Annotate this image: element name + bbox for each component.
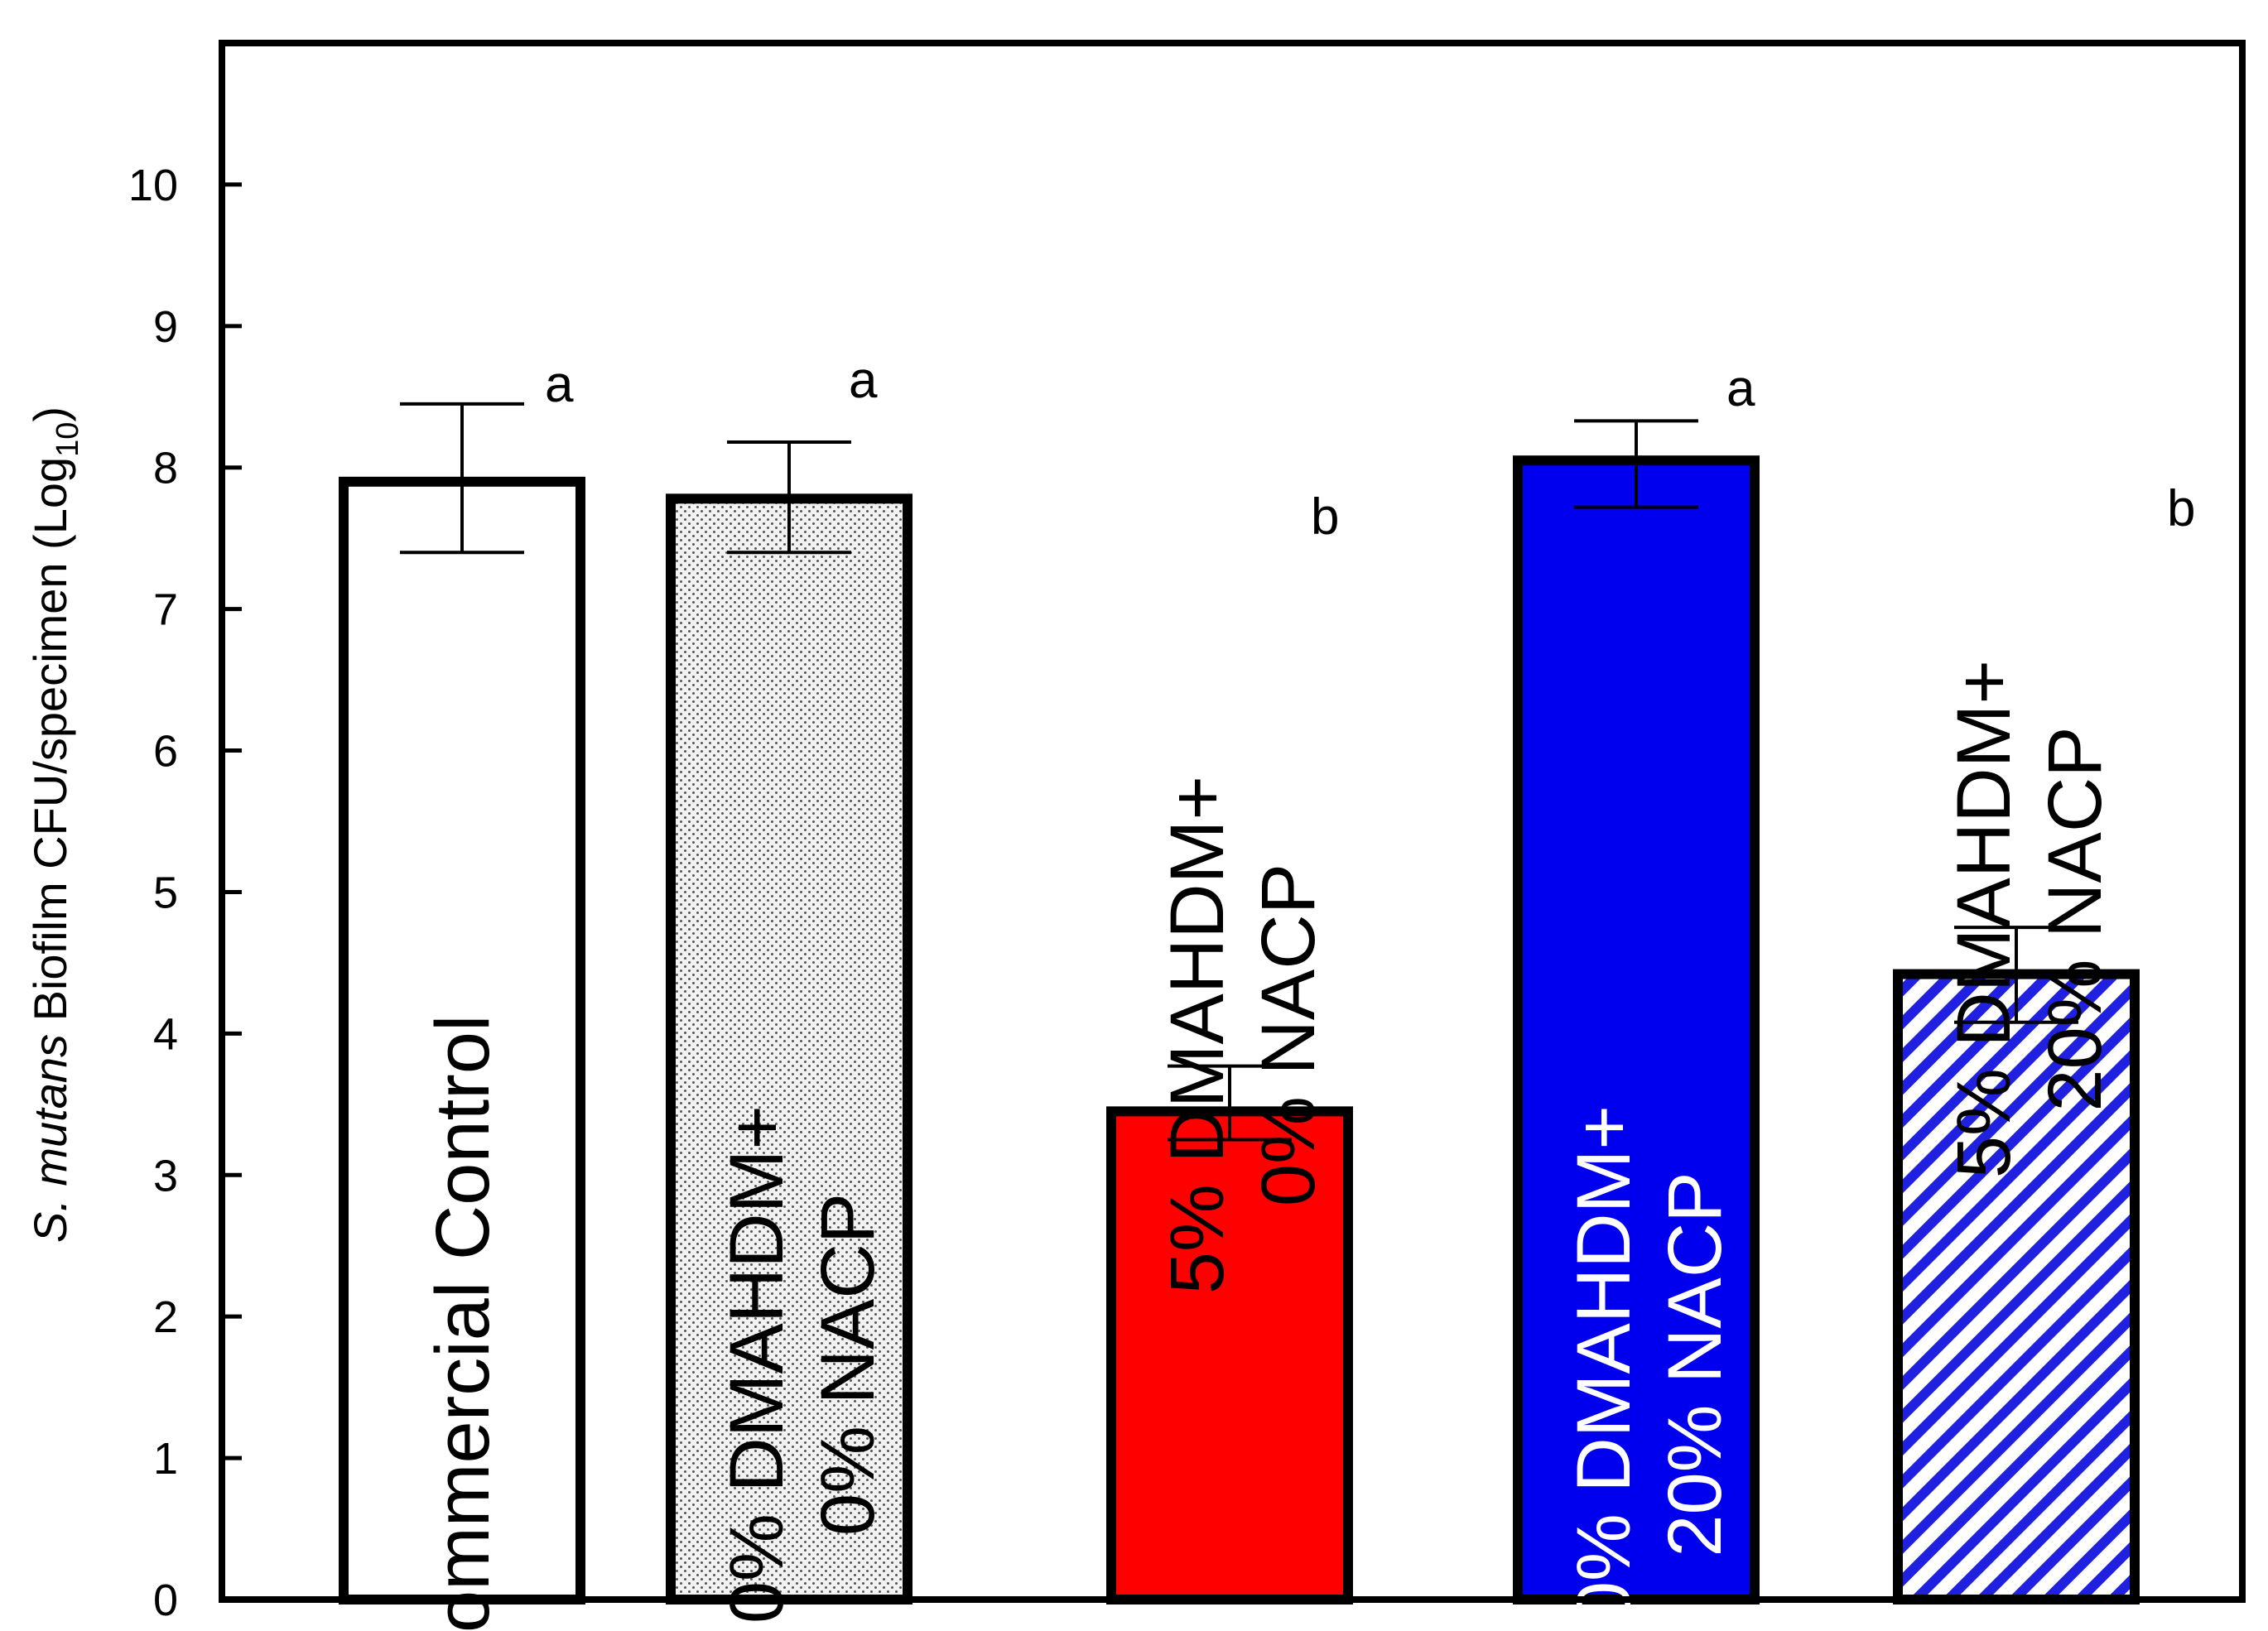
bar-label-1: Commercial Control (421, 1015, 505, 1631)
y-axis-label-subscript: 10 (51, 422, 85, 457)
significance-letters-layer: a a b a b (545, 352, 2195, 546)
bar-label-line: 20% NACP (2033, 726, 2117, 1111)
bar-label-2: 0% DMAHDM+0% NACP (715, 1105, 890, 1624)
bar-label-3: 5% DMAHDM+0% NACP (1155, 776, 1331, 1294)
plot-frame (219, 40, 2246, 1603)
significance-letter-5: b (2167, 480, 2195, 537)
bar-label-line: 20% NACP (1653, 1172, 1737, 1556)
y-tick-label: 0 (153, 1576, 178, 1625)
error-bar-2 (727, 440, 851, 555)
bar-label-line: Commercial Control (421, 1015, 505, 1631)
significance-letter-3: b (1311, 488, 1339, 546)
y-axis-label: S. mutans Biofilm CFU/specimen (Log10) (24, 407, 85, 1243)
bar-label-4: 0% DMAHDM+20% NACP (1562, 1105, 1737, 1624)
y-tick-label: 10 (128, 161, 178, 210)
y-tick-label: 5 (153, 868, 178, 917)
y-tick-label: 6 (153, 727, 178, 777)
bar-label-line: 0% DMAHDM+ (1562, 1105, 1646, 1624)
error-bar-1 (400, 402, 524, 555)
significance-letter-2: a (849, 352, 878, 409)
bar-label-line: 0% DMAHDM+ (715, 1105, 799, 1624)
significance-letter-4: a (1726, 360, 1755, 417)
significance-letter-1: a (545, 356, 574, 413)
y-tick-label: 7 (153, 585, 178, 635)
bar-label-5: 5% DMAHDM+20% NACP (1942, 660, 2117, 1178)
y-tick-label: 4 (153, 1009, 178, 1059)
y-axis-label-italic: S. mutans (24, 1034, 76, 1243)
y-axis: 0 1 2 3 4 5 6 7 8 9 10 (128, 161, 242, 1625)
y-axis-label-close: ) (24, 407, 76, 422)
bar-1 (339, 476, 585, 1605)
bar-label-line: 0% NACP (1246, 864, 1331, 1206)
y-axis-label-text: Biofilm CFU/specimen (Log (24, 457, 76, 1034)
error-bar-4 (1574, 419, 1698, 509)
bar-label-line: 0% NACP (806, 1193, 890, 1536)
bar-4 (1513, 455, 1760, 1605)
error-bar-5 (1954, 926, 2078, 1024)
y-tick-label: 1 (153, 1434, 178, 1484)
y-tick-label: 9 (153, 302, 178, 352)
error-bar-3 (1168, 1064, 1292, 1142)
y-tick-label: 3 (153, 1151, 178, 1200)
errorbars-layer (400, 402, 2078, 1142)
bar-label-line: 5% DMAHDM+ (1942, 660, 2026, 1178)
y-tick-label: 2 (153, 1292, 178, 1342)
bar-2 (666, 493, 912, 1605)
y-tick-label: 8 (153, 444, 178, 493)
bar-label-line: 5% DMAHDM+ (1155, 776, 1240, 1294)
